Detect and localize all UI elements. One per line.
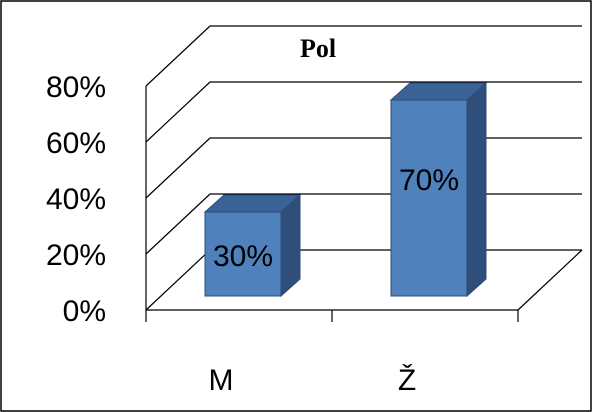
data-label: 70% <box>399 164 459 197</box>
gridline <box>145 25 582 87</box>
data-label: 30% <box>213 240 273 273</box>
y-tick-label: 60% <box>46 127 106 160</box>
floor-edge <box>517 249 583 311</box>
bar <box>389 81 488 298</box>
bar-front <box>390 99 468 297</box>
y-tick-label: 80% <box>46 71 106 104</box>
y-tick-label: 0% <box>63 295 106 328</box>
x-category-label: M <box>209 364 234 397</box>
bar-side <box>280 193 301 298</box>
bar-front <box>204 211 282 297</box>
gridline <box>145 81 582 143</box>
y-tick-label: 40% <box>46 183 106 216</box>
y-tick-label: 20% <box>46 239 106 272</box>
bar <box>203 193 302 298</box>
chart-title: Pol <box>300 34 336 63</box>
x-category-label: Ž <box>398 364 416 397</box>
bar-side <box>466 81 487 298</box>
